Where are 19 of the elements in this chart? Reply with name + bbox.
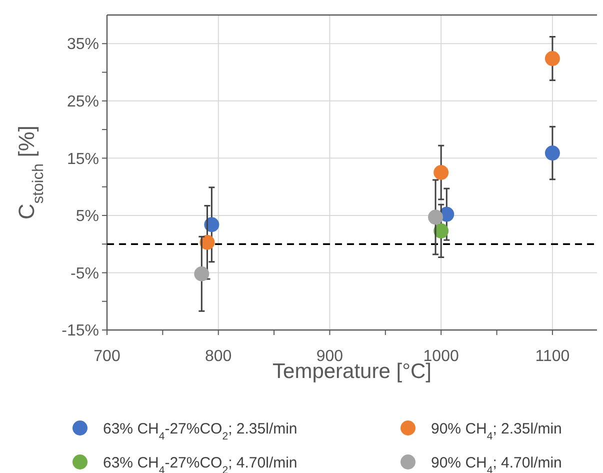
x-tick-label: 700 — [94, 348, 120, 365]
legend-label: 63% CH$_{4}$-27%CO$_{2}$; 4.70l/min — [103, 454, 298, 473]
y-tick-label: 35% — [66, 36, 99, 54]
point — [434, 165, 449, 180]
point — [544, 146, 560, 161]
legend-label: 90% CH$_{4}$; 4.70l/min — [431, 454, 562, 473]
y-tick-label: -5% — [70, 265, 99, 282]
y-tick-label: 25% — [66, 94, 99, 111]
point — [544, 51, 560, 66]
legend-label: 63% CH$_{4}$-27%CO$_{2}$; 2.35l/min — [103, 420, 298, 442]
y-tick-label: 15% — [66, 150, 99, 168]
x-tick-label: 1100 — [535, 348, 570, 365]
point — [434, 223, 449, 238]
x-tick-label: 800 — [205, 348, 232, 365]
point — [194, 266, 210, 282]
y-tick-label: -15% — [62, 322, 99, 340]
point — [428, 210, 444, 225]
legend-label: 90% CH$_{4}$; 2.35l/min — [431, 420, 562, 442]
y-tick-label: 5% — [76, 208, 99, 226]
